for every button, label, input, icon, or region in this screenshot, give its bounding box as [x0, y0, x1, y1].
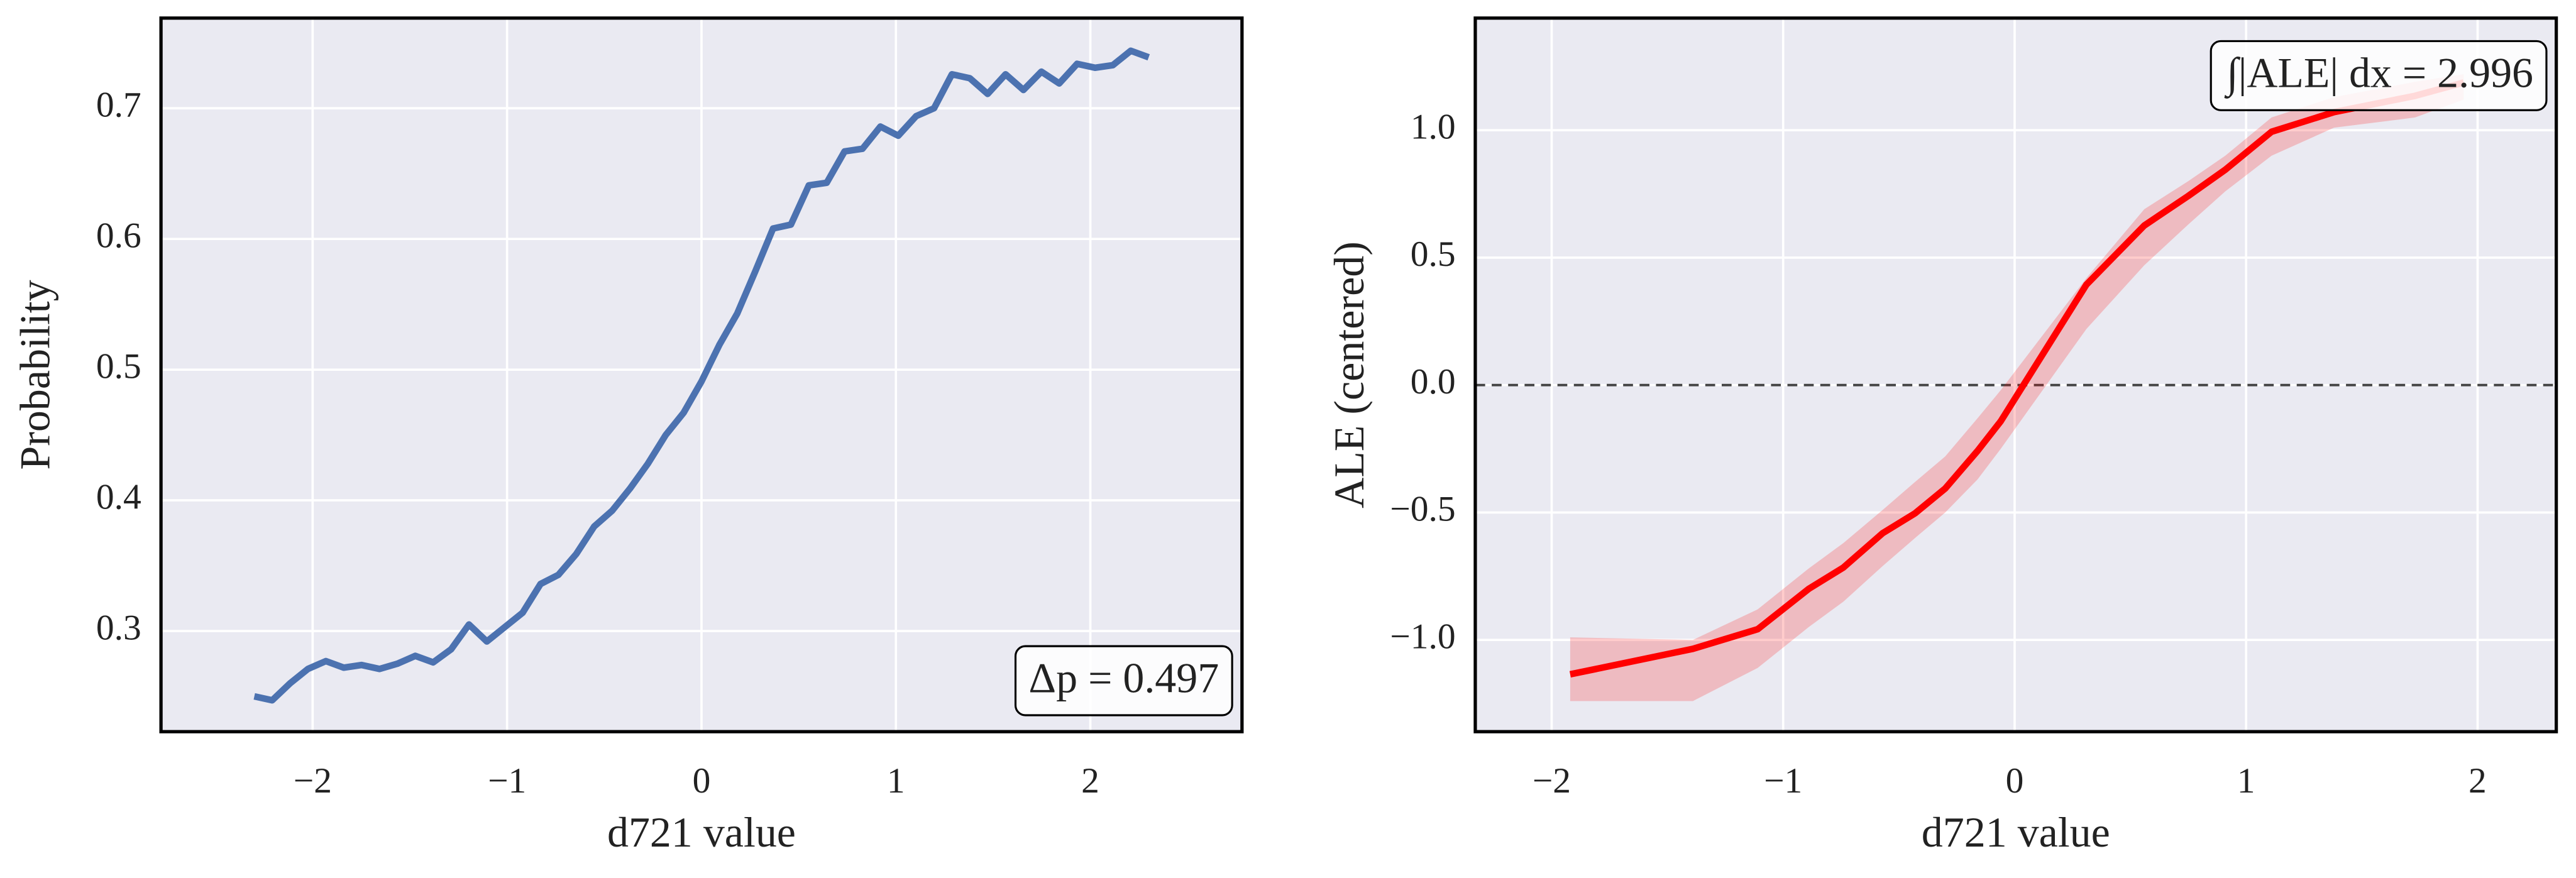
annotation-box	[2210, 40, 2548, 111]
annotation: Δp = 0.497	[1014, 645, 1233, 716]
x-tick-label: 1	[2237, 761, 2255, 801]
y-tick-label: 1.0	[1411, 107, 1456, 146]
y-tick-label: 0.4	[96, 477, 141, 517]
y-tick-label: 0.6	[96, 216, 141, 255]
y-tick-label: −0.5	[1390, 490, 1455, 529]
annotation-box	[1014, 645, 1233, 716]
annotation: ∫|ALE| dx = 2.996	[2210, 40, 2548, 111]
x-tick-label: −1	[1764, 761, 1802, 801]
x-tick-label: 2	[2469, 761, 2487, 801]
x-tick-label: 2	[1081, 761, 1099, 801]
plot-area	[1475, 18, 2557, 732]
x-tick-label: −1	[488, 761, 526, 801]
x-axis-label: d721 value	[607, 808, 796, 856]
data-line	[253, 47, 1150, 704]
y-axis-label: Probability	[11, 280, 58, 469]
y-tick-label: 0.5	[96, 346, 141, 386]
y-tick-label: 0.3	[96, 608, 141, 647]
plot-frame	[1473, 16, 2558, 733]
data-line	[1569, 79, 2465, 678]
x-tick-label: −2	[294, 761, 332, 801]
y-tick-label: 0.0	[1411, 362, 1456, 402]
y-tick-label: 0.7	[96, 85, 141, 124]
y-tick-label: 0.5	[1411, 234, 1456, 274]
y-axis-label: ALE (centered)	[1325, 241, 1373, 508]
y-tick-label: −1.0	[1390, 617, 1455, 656]
confidence-band	[1570, 74, 2464, 701]
x-tick-label: 0	[693, 761, 711, 801]
x-tick-label: −2	[1533, 761, 1571, 801]
x-tick-label: 0	[2006, 761, 2024, 801]
annotation-text: ∫|ALE| dx = 2.996	[2224, 49, 2533, 99]
x-axis-label: d721 value	[1922, 808, 2110, 856]
x-tick-label: 1	[887, 761, 905, 801]
annotation-text: Δp = 0.497	[1028, 654, 1219, 701]
plot-frame	[159, 16, 1244, 733]
